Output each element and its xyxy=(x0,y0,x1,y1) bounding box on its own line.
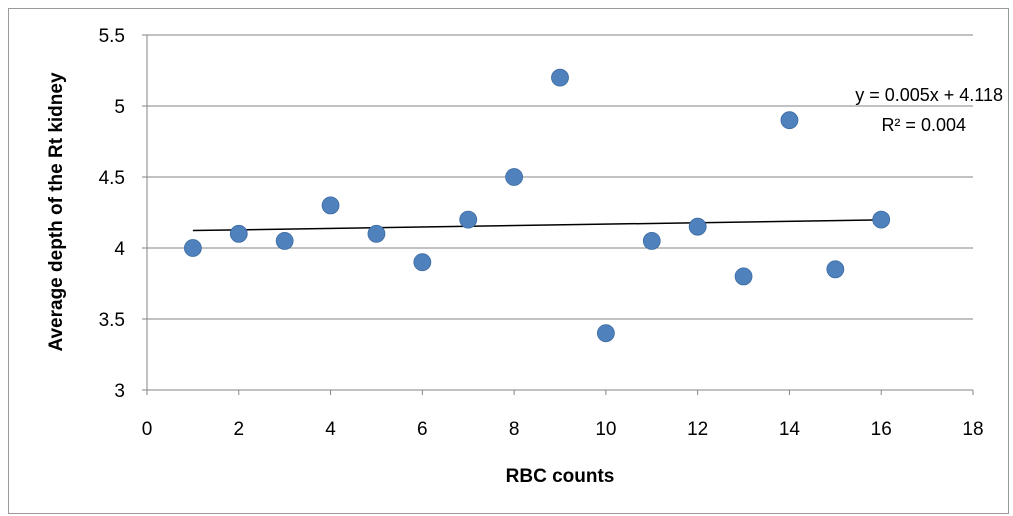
data-point xyxy=(688,217,707,236)
data-point xyxy=(275,231,294,250)
y-tick-label: 5 xyxy=(114,97,125,118)
data-point xyxy=(413,253,432,272)
x-tick-label: 10 xyxy=(595,419,616,440)
y-tick-label: 5.5 xyxy=(99,26,125,47)
y-tick-label: 3 xyxy=(114,381,125,402)
x-tick-label: 2 xyxy=(233,419,244,440)
trendline-group xyxy=(192,219,882,232)
data-point xyxy=(459,210,478,229)
data-point xyxy=(183,239,202,257)
data-point xyxy=(321,196,340,215)
axes xyxy=(142,34,974,395)
trendline-r-squared: R² = 0.004 xyxy=(881,115,966,135)
chart-frame xyxy=(8,8,1009,514)
trendline-equation: y = 0.005x + 4.118 xyxy=(855,85,1003,105)
data-point xyxy=(229,224,248,243)
data-points xyxy=(183,68,891,343)
x-tick-label: 0 xyxy=(142,419,153,440)
x-tick-labels: 0 2 4 6 8 10 12 14 16 18 xyxy=(142,419,984,440)
y-tick-label: 3.5 xyxy=(99,310,125,331)
y-tick-labels: 3 3.5 4 4.5 5 5.5 xyxy=(99,26,126,402)
x-tick-label: 18 xyxy=(962,419,983,440)
data-point xyxy=(551,68,569,87)
x-tick-label: 14 xyxy=(779,419,801,440)
data-point xyxy=(826,260,845,279)
y-tick-label: 4.5 xyxy=(99,168,125,189)
data-point xyxy=(734,267,753,286)
data-point xyxy=(872,210,891,229)
data-point xyxy=(780,111,799,130)
x-tick-label: 16 xyxy=(871,419,892,440)
data-point xyxy=(367,224,386,243)
data-point xyxy=(642,231,661,250)
x-tick-label: 12 xyxy=(687,419,708,440)
y-axis-title: Average depth of the Rt kidney xyxy=(46,72,67,351)
x-axis-title: RBC counts xyxy=(506,466,615,487)
x-tick-label: 8 xyxy=(509,419,520,440)
data-point xyxy=(596,324,615,343)
data-point xyxy=(505,168,524,186)
trendline xyxy=(192,219,882,232)
x-tick-label: 4 xyxy=(325,419,336,440)
y-tick-label: 4 xyxy=(114,239,125,260)
x-tick-label: 6 xyxy=(417,419,428,440)
